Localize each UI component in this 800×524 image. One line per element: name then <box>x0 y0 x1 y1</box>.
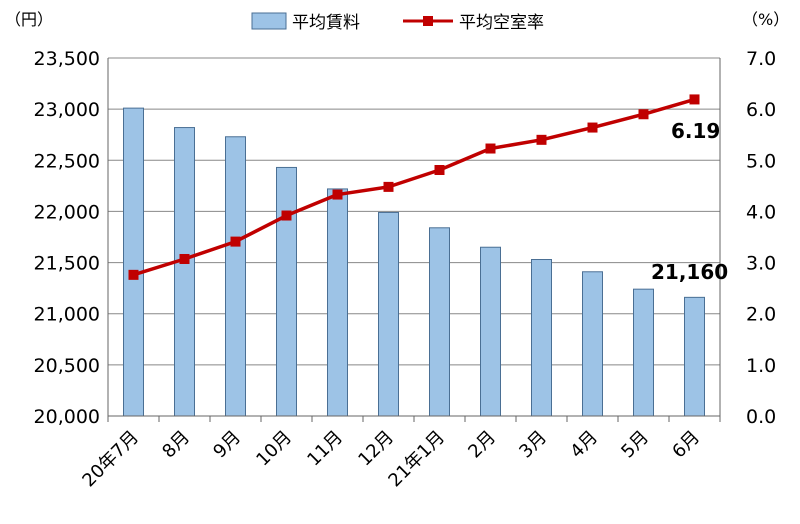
vacancy-point <box>230 236 241 247</box>
rent-bar <box>633 288 654 417</box>
left-tick-label: 20,000 <box>34 406 100 428</box>
grid-lines <box>108 57 720 366</box>
callout-last-rent: 21,160 <box>651 260 728 284</box>
right-tick-label: 7.0 <box>746 48 776 70</box>
rent-bar <box>480 246 501 417</box>
category-label: 3月 <box>515 427 551 463</box>
left-tick-label: 21,500 <box>34 253 100 275</box>
right-tick-label: 5.0 <box>746 150 776 172</box>
right-tick-label: 3.0 <box>746 253 776 275</box>
category-label: 6月 <box>668 427 704 463</box>
left-tick-label: 21,000 <box>34 304 100 326</box>
vacancy-point <box>536 134 547 145</box>
legend-label-rent: 平均賃料 <box>292 13 360 33</box>
rent-bar <box>531 259 552 417</box>
right-axis-ticks: 0.0 1.0 2.0 3.0 4.0 5.0 6.0 7.0 <box>746 48 776 428</box>
rent-bar <box>684 296 705 417</box>
category-label: 20年7月 <box>78 427 143 492</box>
left-tick-label: 22,000 <box>34 201 100 223</box>
vacancy-point <box>128 269 139 280</box>
vacancy-point <box>179 253 190 264</box>
rent-bar <box>276 166 297 417</box>
legend-swatch-rent <box>251 12 287 30</box>
category-label: 5月 <box>617 427 653 463</box>
category-label: 2月 <box>464 427 500 463</box>
vacancy-point <box>587 122 598 133</box>
vacancy-point <box>689 94 700 105</box>
legend-marker-vacancy <box>423 16 433 26</box>
legend: 平均賃料 平均空室率 <box>251 12 544 33</box>
right-tick-label: 1.0 <box>746 355 776 377</box>
rent-bar <box>582 271 603 417</box>
category-label: 9月 <box>209 427 245 463</box>
right-tick-label: 2.0 <box>746 304 776 326</box>
rent-bar <box>429 227 450 417</box>
vacancy-line-path <box>132 97 695 277</box>
category-label: 4月 <box>566 427 602 463</box>
category-label: 12月 <box>354 427 398 471</box>
left-axis-unit: （円） <box>5 10 53 29</box>
category-label: 11月 <box>303 427 347 471</box>
left-tick-label: 23,000 <box>34 99 100 121</box>
rent-bars <box>123 107 705 417</box>
vacancy-point <box>638 109 649 120</box>
vacancy-point <box>485 143 496 154</box>
axes <box>107 58 721 422</box>
left-axis-ticks: 20,000 20,500 21,000 21,500 22,000 22,500 23,0… <box>34 48 100 428</box>
left-tick-label: 22,500 <box>34 150 100 172</box>
right-tick-label: 6.0 <box>746 99 776 121</box>
left-tick-label: 23,500 <box>34 48 100 70</box>
rent-bar <box>174 127 195 417</box>
vacancy-point <box>281 210 292 221</box>
rent-bar <box>378 211 399 417</box>
vacancy-point <box>434 165 445 176</box>
right-axis-unit: （%） <box>742 10 789 29</box>
right-tick-label: 4.0 <box>746 201 776 223</box>
category-label: 21年1月 <box>384 427 449 492</box>
callout-last-vacancy: 6.19 <box>671 119 720 143</box>
category-label: 10月 <box>252 427 296 471</box>
rent-bar <box>123 107 144 417</box>
left-tick-label: 20,500 <box>34 355 100 377</box>
legend-label-vacancy: 平均空室率 <box>459 13 544 33</box>
category-label: 8月 <box>158 427 194 463</box>
vacancy-point <box>383 181 394 192</box>
rent-bar <box>327 188 348 417</box>
vacancy-point <box>332 189 343 200</box>
vacancy-line <box>128 94 700 280</box>
rent-bar <box>225 136 246 417</box>
right-tick-label: 0.0 <box>746 406 776 428</box>
